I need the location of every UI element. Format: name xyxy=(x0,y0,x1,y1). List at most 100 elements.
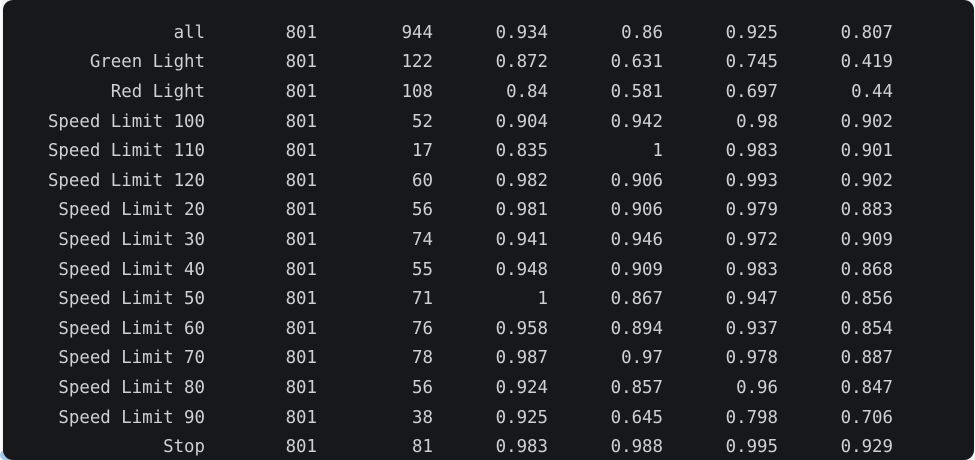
metric-cell-1: 0.924 xyxy=(495,377,548,398)
metric-cell-1: 1 xyxy=(537,289,548,310)
metric-cell-2: 0.86 xyxy=(621,22,663,43)
metric-cell-3: 0.98 xyxy=(736,111,778,132)
class-name-cell: Speed Limit 70 xyxy=(58,348,205,369)
metric-cell-3: 0.979 xyxy=(725,200,778,221)
metric-cell-4: 0.883 xyxy=(840,200,893,221)
metric-cell-4: 0.887 xyxy=(840,348,893,369)
images-cell: 801 xyxy=(285,407,317,428)
metric-cell-2: 0.894 xyxy=(610,318,663,339)
instances-cell: 122 xyxy=(401,52,433,73)
images-cell: 801 xyxy=(285,141,317,162)
table-row: Green Light 801 122 0.872 0.631 0.745 0.… xyxy=(3,48,893,78)
table-row: Speed Limit 80 801 56 0.924 0.857 0.96 0… xyxy=(3,373,893,403)
metric-cell-3: 0.96 xyxy=(736,377,778,398)
metric-cell-4: 0.847 xyxy=(840,377,893,398)
table-row: Speed Limit 100 801 52 0.904 0.942 0.98 … xyxy=(3,107,893,137)
metric-cell-3: 0.798 xyxy=(725,407,778,428)
metric-cell-1: 0.948 xyxy=(495,259,548,280)
class-name-cell: Speed Limit 40 xyxy=(58,259,205,280)
metric-cell-2: 0.645 xyxy=(610,407,663,428)
table-row: Speed Limit 30 801 74 0.941 0.946 0.972 … xyxy=(3,225,893,255)
metric-cell-4: 0.854 xyxy=(840,318,893,339)
images-cell: 801 xyxy=(285,318,317,339)
class-name-cell: Red Light xyxy=(110,81,205,102)
metric-cell-2: 0.581 xyxy=(610,81,663,102)
metric-cell-1: 0.84 xyxy=(506,81,548,102)
metric-cell-4: 0.856 xyxy=(840,289,893,310)
class-name-cell: Speed Limit 120 xyxy=(47,170,205,191)
metric-cell-3: 0.993 xyxy=(725,170,778,191)
metric-cell-1: 0.958 xyxy=(495,318,548,339)
metric-cell-1: 0.934 xyxy=(495,22,548,43)
metric-cell-2: 0.942 xyxy=(610,111,663,132)
table-row: Speed Limit 40 801 55 0.948 0.909 0.983 … xyxy=(3,255,893,285)
table-row: Speed Limit 110 801 17 0.835 1 0.983 0.9… xyxy=(3,136,893,166)
images-cell: 801 xyxy=(285,111,317,132)
page-left-edge xyxy=(0,0,4,460)
metric-cell-4: 0.901 xyxy=(840,141,893,162)
images-cell: 801 xyxy=(285,22,317,43)
instances-cell: 78 xyxy=(412,348,433,369)
metric-cell-3: 0.978 xyxy=(725,348,778,369)
images-cell: 801 xyxy=(285,229,317,250)
table-row: Speed Limit 70 801 78 0.987 0.97 0.978 0… xyxy=(3,344,893,374)
images-cell: 801 xyxy=(285,348,317,369)
metric-cell-1: 0.925 xyxy=(495,407,548,428)
metric-cell-2: 0.631 xyxy=(610,52,663,73)
metric-cell-3: 0.947 xyxy=(725,289,778,310)
metric-cell-4: 0.868 xyxy=(840,259,893,280)
instances-cell: 17 xyxy=(412,141,433,162)
instances-cell: 38 xyxy=(412,407,433,428)
metric-cell-1: 0.872 xyxy=(495,52,548,73)
metric-cell-3: 0.983 xyxy=(725,141,778,162)
metric-cell-4: 0.807 xyxy=(840,22,893,43)
instances-cell: 76 xyxy=(412,318,433,339)
metric-cell-4: 0.44 xyxy=(851,81,893,102)
table-row: Red Light 801 108 0.84 0.581 0.697 0.44 xyxy=(3,77,893,107)
metric-cell-2: 0.857 xyxy=(610,377,663,398)
metric-cell-3: 0.745 xyxy=(725,52,778,73)
metric-cell-3: 0.697 xyxy=(725,81,778,102)
class-name-cell: Speed Limit 30 xyxy=(58,229,205,250)
instances-cell: 55 xyxy=(412,259,433,280)
metric-cell-2: 0.906 xyxy=(610,200,663,221)
class-name-cell: Speed Limit 110 xyxy=(47,141,205,162)
instances-cell: 56 xyxy=(412,377,433,398)
metric-cell-2: 0.909 xyxy=(610,259,663,280)
class-name-cell: Speed Limit 80 xyxy=(58,377,205,398)
metric-cell-1: 0.983 xyxy=(495,437,548,458)
metric-cell-1: 0.987 xyxy=(495,348,548,369)
metric-cell-2: 1 xyxy=(652,141,663,162)
instances-cell: 52 xyxy=(412,111,433,132)
metric-cell-2: 0.97 xyxy=(621,348,663,369)
metric-cell-3: 0.925 xyxy=(725,22,778,43)
instances-cell: 71 xyxy=(412,289,433,310)
table-row: all 801 944 0.934 0.86 0.925 0.807 xyxy=(3,18,893,48)
class-name-cell: Speed Limit 90 xyxy=(58,407,205,428)
metric-cell-4: 0.902 xyxy=(840,170,893,191)
metric-cell-4: 0.419 xyxy=(840,52,893,73)
images-cell: 801 xyxy=(285,200,317,221)
class-name-cell: Speed Limit 20 xyxy=(58,200,205,221)
table-row: Speed Limit 20 801 56 0.981 0.906 0.979 … xyxy=(3,196,893,226)
metric-cell-4: 0.929 xyxy=(840,437,893,458)
metric-cell-2: 0.988 xyxy=(610,437,663,458)
metric-cell-3: 0.937 xyxy=(725,318,778,339)
images-cell: 801 xyxy=(285,81,317,102)
images-cell: 801 xyxy=(285,437,317,458)
table-row: Speed Limit 60 801 76 0.958 0.894 0.937 … xyxy=(3,314,893,344)
metric-cell-3: 0.995 xyxy=(725,437,778,458)
metric-cell-2: 0.946 xyxy=(610,229,663,250)
results-table: all 801 944 0.934 0.86 0.925 0.807 Green… xyxy=(3,18,893,460)
metric-cell-1: 0.904 xyxy=(495,111,548,132)
metric-cell-4: 0.909 xyxy=(840,229,893,250)
metric-cell-1: 0.982 xyxy=(495,170,548,191)
instances-cell: 81 xyxy=(412,437,433,458)
table-row: Speed Limit 120 801 60 0.982 0.906 0.993… xyxy=(3,166,893,196)
metric-cell-1: 0.941 xyxy=(495,229,548,250)
images-cell: 801 xyxy=(285,377,317,398)
metric-cell-4: 0.706 xyxy=(840,407,893,428)
table-row: Stop 801 81 0.983 0.988 0.995 0.929 xyxy=(3,432,893,460)
images-cell: 801 xyxy=(285,259,317,280)
